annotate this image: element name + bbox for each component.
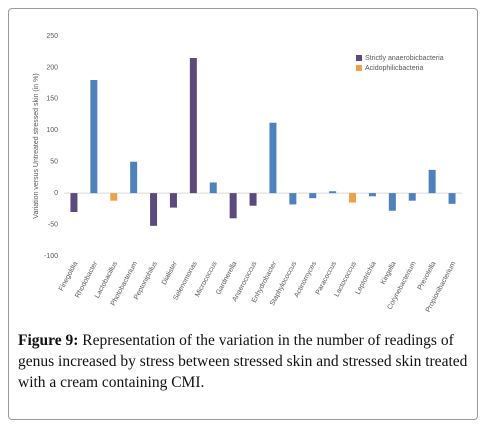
bar [209,182,217,194]
bar [329,191,337,194]
bar [110,193,118,201]
x-tick-label: Leptotrichia [355,260,378,295]
legend-label: Acidophilicbacteria [365,65,423,72]
bar [368,193,376,197]
bar [309,193,317,199]
bar [428,169,436,194]
bar [189,58,197,194]
x-tick-label: Finegoldia [58,260,79,292]
bar [269,122,277,194]
bar [229,193,237,219]
y-tick-label: 250 [46,33,58,40]
caption-label: Figure 9: [18,332,79,349]
y-tick-label: -50 [48,221,58,228]
bar [408,193,416,201]
y-tick-label: 150 [46,96,58,103]
legend-label: Strictly anaerobicbacteria [365,55,444,62]
caption: Figure 9: Representation of the variatio… [18,330,470,393]
y-tick-label: 0 [54,190,58,197]
y-tick-label: 100 [46,127,58,134]
bar [150,193,158,226]
bar [349,193,357,203]
bar [90,80,98,194]
y-axis-label: Variation versus Untreated stressed skin… [33,73,40,218]
legend-swatch [356,65,362,71]
bar [169,193,177,208]
y-tick-label: 200 [46,64,58,71]
y-tick-label: 50 [50,159,58,166]
bar [448,193,456,204]
bar [249,193,257,206]
bar [289,193,297,205]
legend-swatch [356,55,362,61]
x-tick-label: Kingella [380,260,398,285]
figure-frame [8,8,478,420]
bar [70,193,78,212]
y-tick-label: -100 [44,253,58,260]
bar [130,161,138,194]
x-tick-label: Dialister [161,260,179,286]
x-tick-label: Prevotella [417,260,438,291]
caption-text: Representation of the variation in the n… [18,332,468,391]
bar [388,193,396,211]
